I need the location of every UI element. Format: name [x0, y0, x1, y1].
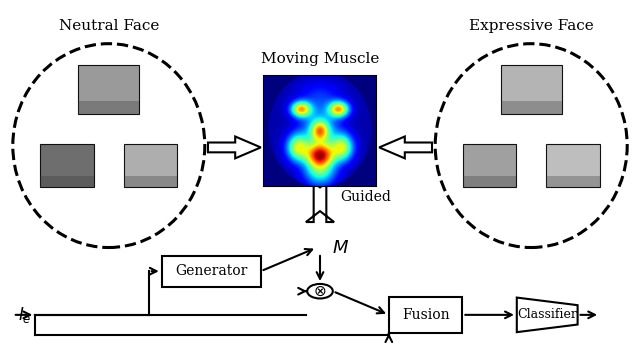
Bar — [264, 76, 376, 186]
Text: $I_e$: $I_e$ — [19, 305, 32, 325]
Ellipse shape — [435, 44, 627, 248]
Bar — [124, 177, 177, 187]
Ellipse shape — [13, 44, 205, 248]
Bar — [161, 256, 261, 287]
Bar — [463, 177, 516, 187]
Text: Classifier: Classifier — [517, 308, 577, 321]
Bar — [40, 177, 94, 187]
Bar — [500, 102, 562, 114]
Bar — [124, 144, 177, 187]
Text: Neutral Face: Neutral Face — [59, 19, 159, 33]
Bar — [79, 102, 140, 114]
Text: Guided: Guided — [340, 190, 391, 205]
Polygon shape — [380, 136, 432, 158]
Polygon shape — [517, 298, 578, 332]
Polygon shape — [306, 177, 334, 222]
Text: Expressive Face: Expressive Face — [469, 19, 593, 33]
Text: Generator: Generator — [175, 264, 248, 278]
Polygon shape — [208, 136, 261, 158]
Text: $M$: $M$ — [332, 238, 349, 257]
Circle shape — [307, 284, 333, 298]
Bar — [40, 144, 94, 187]
Bar — [546, 144, 600, 187]
Text: Fusion: Fusion — [402, 308, 449, 322]
Bar — [79, 65, 140, 114]
Text: $\otimes$: $\otimes$ — [314, 284, 326, 299]
Bar — [500, 65, 562, 114]
Bar — [389, 297, 462, 333]
Text: Moving Muscle: Moving Muscle — [261, 52, 379, 66]
Bar — [546, 177, 600, 187]
Bar — [463, 144, 516, 187]
